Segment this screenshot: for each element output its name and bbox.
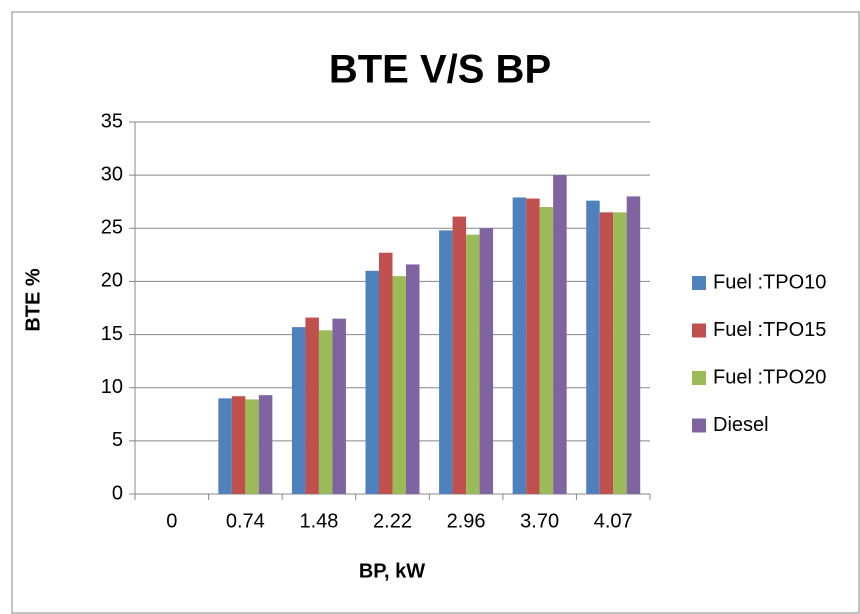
legend-label: Fuel :TPO15 <box>713 319 826 341</box>
bar <box>439 230 453 494</box>
bar <box>318 330 333 494</box>
bar <box>626 196 641 494</box>
bar <box>466 234 480 495</box>
bar <box>526 198 540 495</box>
y-tick-label: 35 <box>101 110 123 132</box>
bar <box>231 396 246 494</box>
x-tick-label: 0.74 <box>226 510 265 532</box>
bar <box>539 207 554 494</box>
legend-swatch <box>692 276 706 290</box>
bar <box>365 270 379 494</box>
y-tick-label: 5 <box>112 429 123 451</box>
y-tick-label: 0 <box>112 482 123 504</box>
bar <box>245 399 259 494</box>
y-tick-label: 10 <box>101 376 123 398</box>
x-tick-label: 4.07 <box>594 510 633 532</box>
bar <box>258 395 273 494</box>
x-axis-label: BP, kW <box>359 560 425 582</box>
bar <box>613 212 627 495</box>
legend-swatch <box>692 371 706 385</box>
y-tick-label: 20 <box>101 270 123 292</box>
x-tick-label: 3.70 <box>520 510 559 532</box>
bar <box>291 327 306 494</box>
bar <box>332 318 346 494</box>
bar <box>379 252 393 494</box>
bar <box>218 398 232 494</box>
y-tick-label: 30 <box>101 163 123 185</box>
legend-label: Fuel :TPO10 <box>713 271 826 293</box>
bar <box>305 317 319 494</box>
bar <box>586 200 600 494</box>
legend-swatch <box>692 418 706 433</box>
bar <box>553 175 567 494</box>
x-tick-label: 0 <box>166 510 177 532</box>
legend-swatch <box>692 323 706 338</box>
legend-label: Fuel :TPO20 <box>713 366 826 388</box>
x-tick-label: 2.22 <box>373 510 412 532</box>
bar <box>392 276 406 494</box>
x-tick-label: 1.48 <box>299 510 338 532</box>
bar <box>452 216 467 494</box>
bar <box>406 264 420 494</box>
y-tick-label: 25 <box>101 217 123 239</box>
y-axis-label: BTE % <box>22 268 44 332</box>
bar <box>599 212 614 495</box>
x-tick-label: 2.96 <box>447 510 486 532</box>
chart-title: BTE V/S BP <box>329 48 551 92</box>
chart-border <box>11 11 860 614</box>
y-tick-label: 15 <box>101 323 123 345</box>
legend-label: Diesel <box>713 414 769 436</box>
bar <box>479 228 494 495</box>
bar <box>512 197 527 494</box>
